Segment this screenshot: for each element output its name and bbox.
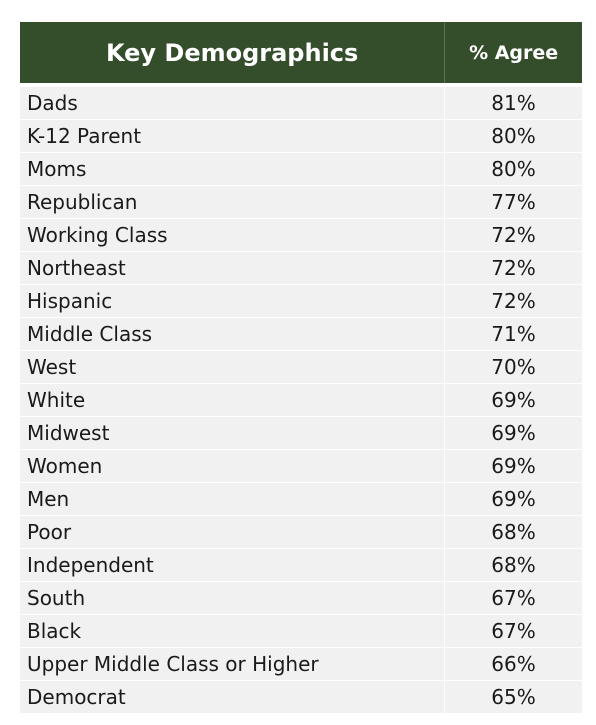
header-gap [20,83,582,87]
row-label: Women [20,450,445,482]
table-row: Hispanic 72% [20,285,582,317]
row-value: 71% [491,322,536,346]
row-label: Independent [20,549,445,581]
row-value: 66% [491,652,536,676]
row-label: Middle Class [20,318,445,350]
table-row: K-12 Parent 80% [20,120,582,152]
row-value: 72% [491,223,536,247]
row-value: 72% [491,289,536,313]
row-value: 69% [491,421,536,445]
row-value: 67% [491,619,536,643]
table-row: Independent 68% [20,549,582,581]
table-row: West 70% [20,351,582,383]
row-label: Men [20,483,445,515]
row-value: 67% [491,586,536,610]
table-row: Middle Class 71% [20,318,582,350]
table-row: Dads 81% [20,87,582,119]
row-label: Republican [20,186,445,218]
table-row: Men 69% [20,483,582,515]
row-label: Upper Middle Class or Higher [20,648,445,680]
row-value: 68% [491,520,536,544]
row-value: 65% [491,685,536,709]
row-label: K-12 Parent [20,120,445,152]
row-label: West [20,351,445,383]
table-row: South 67% [20,582,582,614]
row-label: Dads [20,87,445,119]
demographics-table: Key Demographics % Agree Dads 81% K-12 Par… [20,22,582,714]
header-percent-agree: % Agree [469,41,559,64]
table-row: Working Class 72% [20,219,582,251]
row-value: 81% [491,91,536,115]
table-row: White 69% [20,384,582,416]
row-label: Working Class [20,219,445,251]
row-label: Poor [20,516,445,548]
table-row: Republican 77% [20,186,582,218]
table-row: Democrat 65% [20,681,582,713]
row-value: 69% [491,388,536,412]
table-row: Midwest 69% [20,417,582,449]
row-value: 68% [491,553,536,577]
row-label: Northeast [20,252,445,284]
row-value: 77% [491,190,536,214]
header-key-demographics: Key Demographics [20,22,446,83]
table-row: Upper Middle Class or Higher 66% [20,648,582,680]
row-value: 72% [491,256,536,280]
table-row: Women 69% [20,450,582,482]
table-body: Dads 81% K-12 Parent 80% Moms 80% Republican 77… [20,87,582,713]
row-value: 80% [491,157,536,181]
row-value: 69% [491,487,536,511]
table-row: Black 67% [20,615,582,647]
row-value: 70% [491,355,536,379]
table-header: Key Demographics % Agree [20,22,582,83]
row-label: White [20,384,445,416]
row-value: 69% [491,454,536,478]
row-label: Hispanic [20,285,445,317]
row-label: Moms [20,153,445,185]
row-value: 80% [491,124,536,148]
row-label: South [20,582,445,614]
row-label: Black [20,615,445,647]
table-row: Poor 68% [20,516,582,548]
table-row: Northeast 72% [20,252,582,284]
row-label: Democrat [20,681,445,713]
table-row: Moms 80% [20,153,582,185]
row-label: Midwest [20,417,445,449]
